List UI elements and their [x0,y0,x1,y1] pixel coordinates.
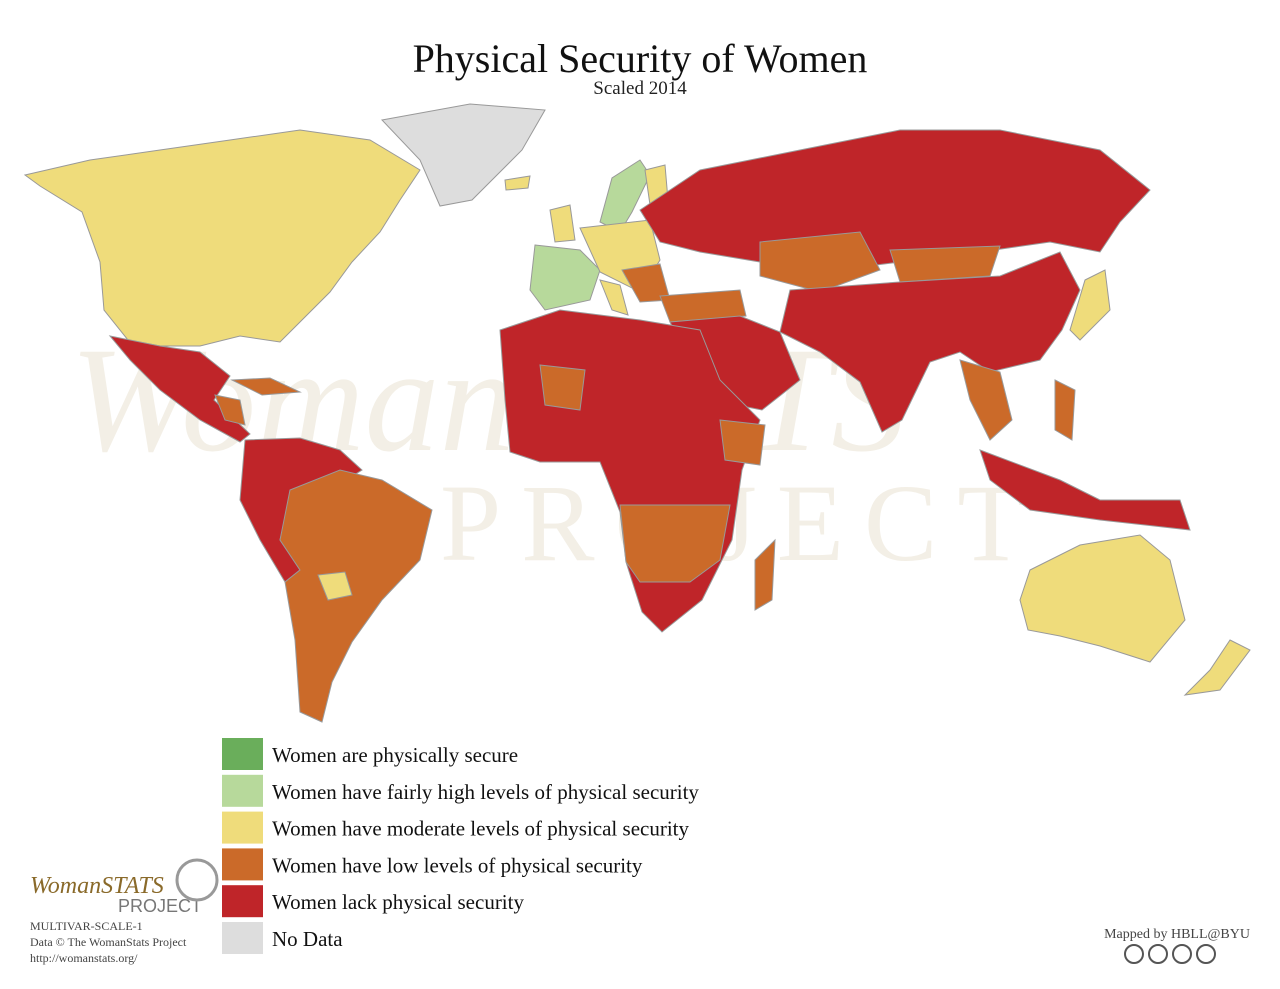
legend-swatch [222,922,263,954]
legend-swatch [222,811,263,844]
country-region [381,103,546,207]
country-region [639,129,1151,273]
footer-copyright: Data © The WomanStats Project [30,935,187,949]
country-region [759,231,881,293]
legend-swatch [222,885,263,918]
country-region [659,289,747,323]
logo-line2: PROJECT [118,896,202,916]
country-region [317,571,353,601]
country-region [539,364,586,411]
logo-globe [175,858,219,902]
footer-credit: Mapped by HBLL@BYU [1104,927,1250,942]
country-region [23,129,421,347]
country-region [599,279,629,316]
subtitle: Scaled 2014 [593,78,687,99]
legend-label: Women have moderate levels of physical s… [272,817,689,841]
legend-label: No Data [272,927,343,951]
country-region [779,251,1081,433]
country-region [959,359,1013,441]
watermark-line2: PROJECT [440,462,1045,584]
legend-label: Women are physically secure [272,743,518,767]
country-region [1183,639,1251,696]
country-region [754,538,776,611]
country-region [979,449,1191,531]
logo: WomanSTATS PROJECT [30,858,219,916]
country-region [619,504,731,583]
country-region [889,245,1001,283]
country-region [549,204,576,243]
footer: MULTIVAR-SCALE-1 Data © The WomanStats P… [30,919,1250,965]
country-region [214,394,246,426]
country-region [230,377,302,396]
country-region [279,469,433,723]
logo-brand: WomanSTATS [30,873,164,899]
country-region [108,335,251,443]
legend-swatch [222,848,263,881]
country-region [1054,379,1076,441]
country-region [1019,534,1186,663]
footer-code: MULTIVAR-SCALE-1 [30,919,143,933]
title: Physical Security of Women [413,36,868,81]
legend-label: Women lack physical security [272,890,524,914]
legend: Women are physically secure Women have fa… [222,738,699,954]
country-region [719,419,766,466]
legend-label: Women have low levels of physical securi… [272,853,643,877]
legend-swatch [222,774,263,807]
license-icons [1124,944,1216,964]
world-map [23,103,1251,723]
country-region [504,175,531,191]
footer-url: http://womanstats.org/ [30,951,138,965]
legend-swatch [222,738,263,770]
country-region [529,244,601,311]
country-region [1069,269,1111,341]
legend-label: Women have fairly high levels of physica… [272,780,699,804]
